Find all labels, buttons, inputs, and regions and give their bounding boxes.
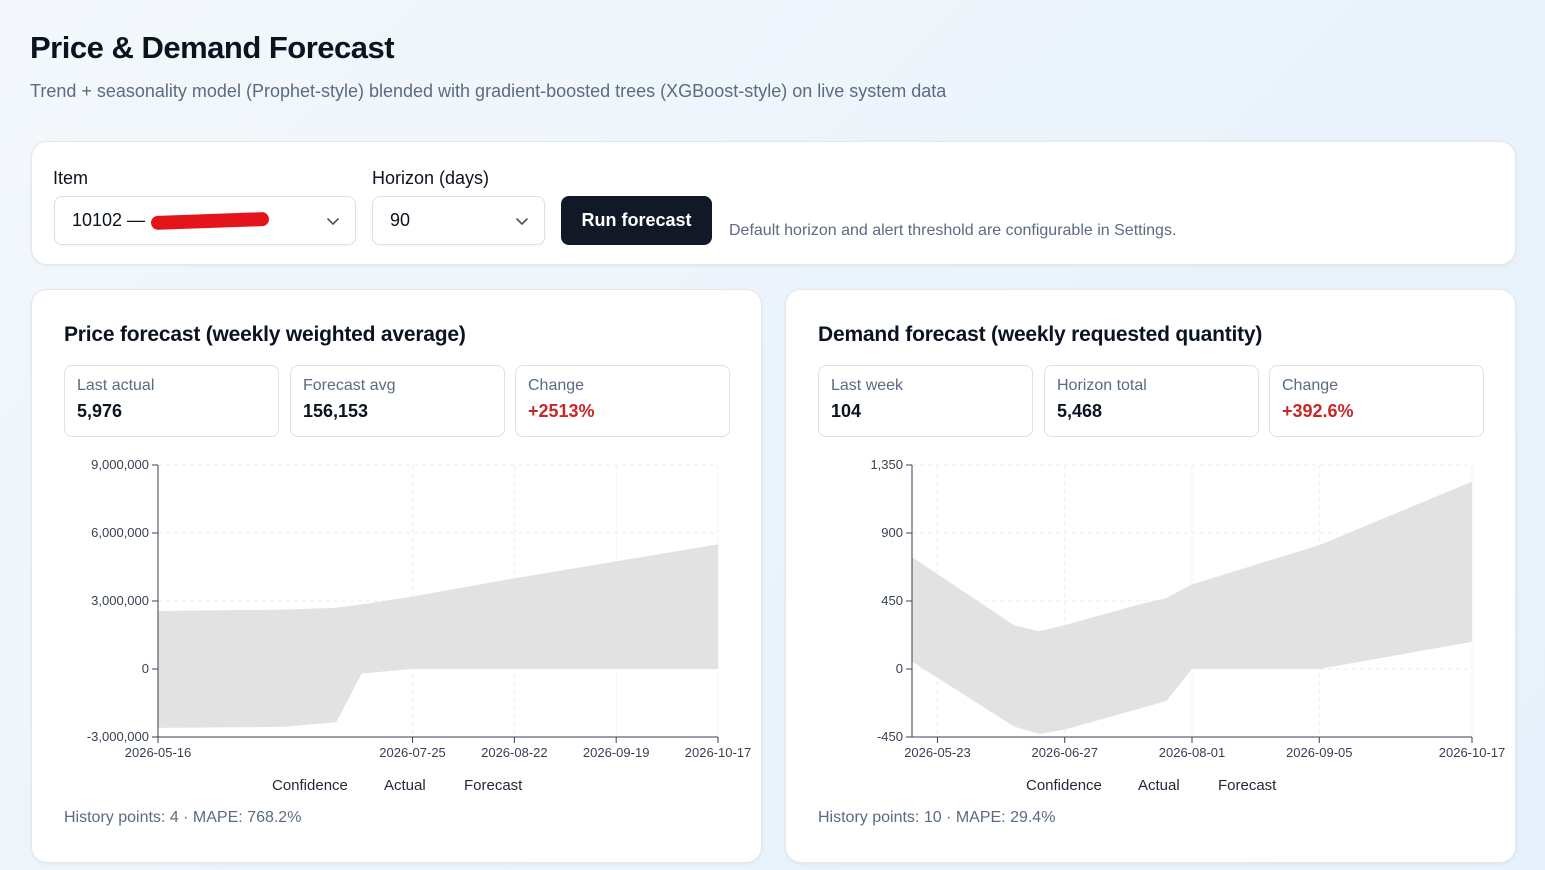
stat-value: 5,976 <box>77 401 123 421</box>
stat-label: Change <box>528 377 585 394</box>
page-subtitle: Trend + seasonality model (Prophet-style… <box>30 81 947 101</box>
demand-stat-last-week: Last week 104 <box>818 365 1033 437</box>
y-tick-label: -3,000,000 <box>87 729 149 744</box>
legend-actual[interactable]: Actual <box>1138 777 1180 794</box>
settings-hint: Default horizon and alert threshold are … <box>729 222 1177 239</box>
stat-label: Change <box>1282 377 1339 394</box>
x-tick-label: 2026-06-27 <box>1031 745 1098 760</box>
x-tick-label: 2026-07-25 <box>379 745 446 760</box>
price-card-title: Price forecast (weekly weighted average) <box>64 323 466 346</box>
price-stat-last-actual: Last actual 5,976 <box>64 365 279 437</box>
x-tick-label: 2026-09-05 <box>1286 745 1353 760</box>
item-select[interactable]: 10102 — <box>54 196 356 245</box>
x-tick-label: 2026-05-16 <box>125 745 192 760</box>
x-tick-label: 2026-10-17 <box>1439 745 1506 760</box>
y-tick-label: 3,000,000 <box>91 593 149 608</box>
price-chart: -3,000,000 0 3,000,000 6,000,000 9,000,000 20… <box>87 457 752 760</box>
confidence-band <box>912 481 1472 734</box>
legend-forecast[interactable]: Forecast <box>1218 777 1277 794</box>
demand-card-title: Demand forecast (weekly requested quanti… <box>818 323 1263 346</box>
run-forecast-button[interactable]: Run forecast <box>561 196 712 245</box>
stat-label: Last actual <box>77 377 155 394</box>
price-stat-change: Change +2513% <box>515 365 730 437</box>
price-forecast-card: Price forecast (weekly weighted average)… <box>31 289 762 863</box>
y-tick-label: 450 <box>881 593 903 608</box>
y-tick-label: 1,350 <box>870 457 903 472</box>
legend-confidence[interactable]: Confidence <box>272 777 348 794</box>
item-select-value: 10102 — <box>72 210 146 230</box>
x-tick-label: 2026-10-17 <box>685 745 752 760</box>
confidence-band <box>158 544 718 728</box>
legend-confidence[interactable]: Confidence <box>1026 777 1102 794</box>
x-tick-label: 2026-05-23 <box>904 745 971 760</box>
y-tick-label: 6,000,000 <box>91 525 149 540</box>
horizon-label: Horizon (days) <box>372 168 490 188</box>
y-tick-label: 0 <box>896 661 903 676</box>
item-label: Item <box>53 168 89 188</box>
y-tick-label: -450 <box>877 729 903 744</box>
stat-label: Horizon total <box>1057 377 1147 394</box>
x-tick-label: 2026-09-19 <box>583 745 650 760</box>
legend-forecast[interactable]: Forecast <box>464 777 523 794</box>
chevron-down-icon <box>516 218 528 225</box>
price-stat-forecast-avg: Forecast avg 156,153 <box>290 365 505 437</box>
y-tick-label: 0 <box>142 661 149 676</box>
horizon-select[interactable]: 90 <box>372 196 545 245</box>
price-footnote: History points: 4 · MAPE: 768.2% <box>64 809 302 826</box>
legend-actual[interactable]: Actual <box>384 777 426 794</box>
y-tick-label: 900 <box>881 525 903 540</box>
demand-footnote: History points: 10 · MAPE: 29.4% <box>818 809 1056 826</box>
y-tick-label: 9,000,000 <box>91 457 149 472</box>
redaction-mark <box>150 211 270 230</box>
demand-chart: -450 0 450 900 1,350 2026-05-23 2026-06-27 2026… <box>870 457 1506 760</box>
demand-stat-horizon-total: Horizon total 5,468 <box>1044 365 1259 437</box>
stat-label: Forecast avg <box>303 377 396 394</box>
forecast-controls: Item 10102 — Horizon (days) 90 Run forec… <box>31 141 1516 265</box>
demand-stat-change: Change +392.6% <box>1269 365 1484 437</box>
x-tick-label: 2026-08-22 <box>481 745 548 760</box>
stat-value: 5,468 <box>1057 401 1103 421</box>
horizon-select-value: 90 <box>390 210 411 230</box>
stat-label: Last week <box>831 377 904 394</box>
stat-value: 104 <box>831 401 862 421</box>
chevron-down-icon <box>327 218 339 225</box>
stat-value: 156,153 <box>303 401 369 421</box>
stat-value: +392.6% <box>1282 401 1354 421</box>
page-title: Price & Demand Forecast <box>30 30 395 65</box>
stat-value: +2513% <box>528 401 595 421</box>
demand-forecast-card: Demand forecast (weekly requested quanti… <box>785 289 1516 863</box>
x-tick-label: 2026-08-01 <box>1159 745 1226 760</box>
